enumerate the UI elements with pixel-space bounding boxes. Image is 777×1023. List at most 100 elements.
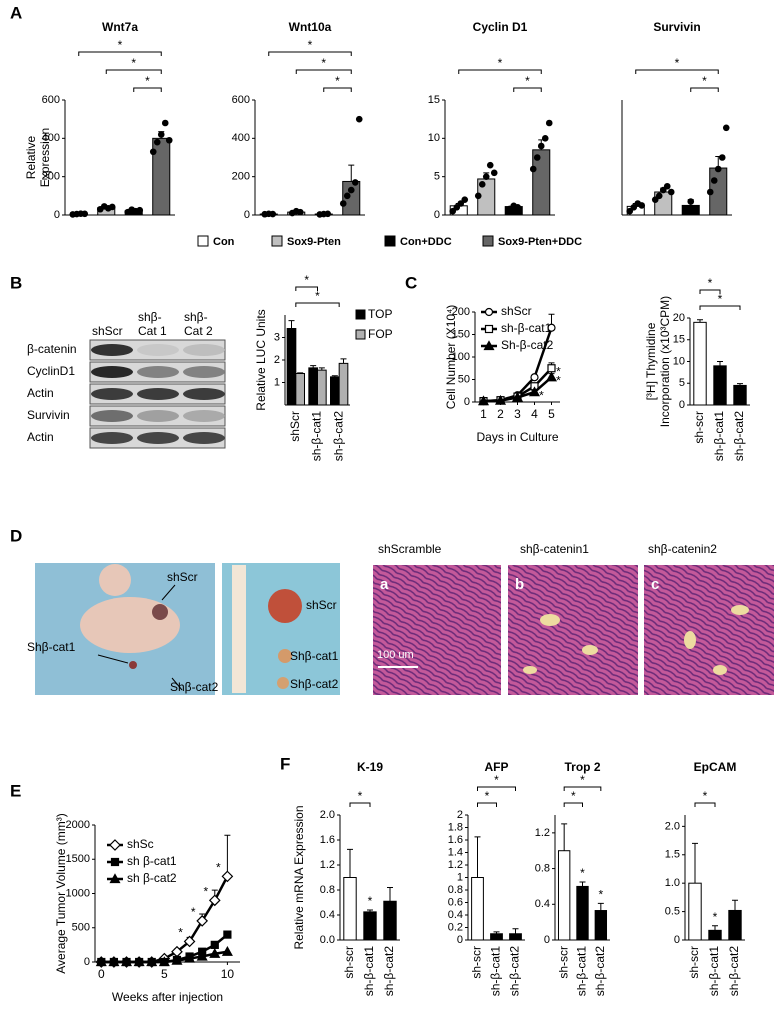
marker — [208, 894, 221, 907]
x-tick-label: sh-β-cat2 — [732, 411, 746, 462]
blot-band — [137, 388, 179, 400]
legend-swatch — [355, 329, 366, 340]
legend-label: shSc — [127, 837, 154, 851]
y-tick-label: 0 — [54, 209, 60, 221]
bar — [286, 328, 297, 406]
marker — [547, 323, 556, 332]
chart-title: Cyclin D1 — [473, 20, 528, 34]
bar — [363, 911, 377, 941]
panel-label: F — [280, 754, 290, 773]
error-bar — [297, 372, 304, 374]
error-bar — [737, 383, 743, 386]
significance-label: * — [485, 789, 490, 803]
marker — [110, 857, 120, 867]
x-tick-label: sh-scr — [342, 946, 356, 979]
bar — [576, 885, 589, 941]
data-point — [161, 119, 169, 127]
bar — [330, 376, 340, 406]
marker — [184, 952, 196, 963]
significance-bracket — [323, 87, 352, 92]
x-tick-label: 5 — [548, 407, 555, 421]
data-point — [149, 148, 157, 156]
significance-bracket — [699, 305, 741, 310]
x-tick-label: sh-β-cat1 — [489, 946, 503, 997]
x-tick-label: 10 — [221, 967, 235, 981]
legend-label: TOP — [368, 307, 392, 321]
error-bar — [347, 848, 353, 878]
significance-bracket — [635, 69, 719, 74]
significance-bracket — [563, 786, 602, 791]
y-tick-label: 0.4 — [320, 909, 335, 921]
data-point — [486, 161, 494, 169]
significance-label: * — [494, 773, 499, 787]
x-tick-label: 1 — [480, 407, 487, 421]
legend-swatch — [355, 309, 366, 320]
chart-title: K-19 — [357, 760, 383, 774]
y-axis-label: Relative — [24, 136, 38, 180]
panel-label: C — [405, 273, 417, 292]
blot-band — [183, 366, 225, 378]
blot-column-label: shScr — [92, 324, 123, 338]
y-tick-label: 0 — [457, 934, 463, 946]
significance-bracket — [694, 802, 716, 807]
blot-row-label: Actin — [27, 430, 54, 444]
significance-label: * — [708, 276, 713, 290]
blot-column-label: Cat 2 — [184, 324, 213, 338]
y-tick-label: 2.0 — [665, 820, 680, 832]
point-label: * — [203, 885, 208, 899]
blot-band — [91, 344, 133, 356]
blot-band — [183, 410, 225, 422]
legend-label: Sh-β-cat2 — [501, 338, 554, 352]
marker — [547, 364, 556, 373]
y-tick-label: 0 — [464, 396, 470, 408]
significance-bracket — [105, 69, 162, 74]
bar — [343, 877, 357, 941]
x-tick-label: sh-β-cat2 — [382, 946, 396, 997]
blot-row-label: Actin — [27, 386, 54, 400]
data-point — [474, 192, 482, 200]
data-point — [722, 124, 730, 132]
blot-column-label: Cat 1 — [138, 324, 167, 338]
blot-band — [91, 366, 133, 378]
marker — [196, 915, 209, 927]
legend-swatch — [197, 235, 209, 247]
y-tick-label: 1 — [274, 376, 280, 388]
blot-band — [183, 432, 225, 444]
significance-label: * — [702, 74, 707, 88]
y-axis-label: Incorporation (x10³CPM) — [658, 296, 672, 427]
panel-label: B — [10, 273, 22, 292]
x-tick-label: sh-β-cat1 — [707, 946, 721, 997]
legend-label: sh β-cat2 — [127, 871, 177, 885]
legend-label: Con+DDC — [400, 236, 452, 248]
error-bar — [310, 365, 317, 368]
significance-bracket — [295, 302, 340, 307]
error-bar — [340, 358, 347, 364]
legend-label: Sox9-Pten — [287, 236, 341, 248]
y-axis-label: Cell Number (X10⁴) — [444, 305, 458, 410]
histology-letter: c — [651, 576, 659, 593]
data-point — [541, 135, 549, 142]
data-point — [343, 192, 351, 200]
marker — [171, 954, 183, 965]
significance-bracket — [699, 289, 721, 294]
x-tick-label: 2 — [497, 407, 504, 421]
y-tick-label: 200 — [232, 171, 250, 183]
significance-bracket — [295, 69, 352, 74]
legend-label: sh-β-cat1 — [501, 321, 552, 335]
y-tick-label: 0.8 — [535, 862, 550, 874]
y-tick-label: 1000 — [66, 887, 90, 899]
x-tick-label: 3 — [514, 407, 521, 421]
marker — [133, 956, 145, 967]
error-bar — [579, 881, 586, 887]
significance-bracket — [477, 786, 516, 791]
y-tick-label: 500 — [72, 922, 90, 934]
y-tick-label: 150 — [452, 328, 470, 340]
blot-band — [91, 410, 133, 422]
significance-label: * — [703, 789, 708, 803]
marker — [483, 340, 495, 351]
y-tick-label: 0.8 — [320, 884, 335, 896]
blot-column-label: shβ- — [138, 310, 162, 324]
error-bar — [318, 367, 325, 371]
